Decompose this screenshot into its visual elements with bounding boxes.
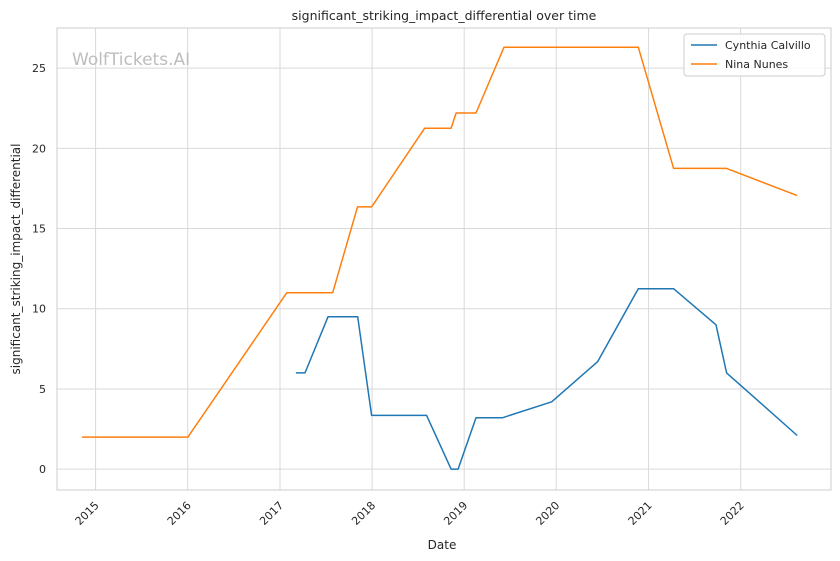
series-line-nina-nunes bbox=[82, 46, 798, 438]
watermark-text: WolfTickets.AI bbox=[72, 50, 190, 70]
legend: Cynthia Calvillo Nina Nunes bbox=[683, 33, 826, 77]
y-axis-title: significant_striking_impact_differential bbox=[9, 144, 23, 375]
x-axis-ticks: 2015 2016 2017 2018 2019 2020 2021 2022 bbox=[73, 499, 747, 528]
legend-box bbox=[683, 33, 826, 77]
x-tick-label: 2018 bbox=[349, 499, 378, 528]
x-tick-label: 2016 bbox=[165, 499, 194, 528]
x-tick-label: 2020 bbox=[533, 499, 562, 528]
series-line-cynthia-calvillo bbox=[295, 287, 798, 470]
x-tick-label: 2022 bbox=[718, 499, 747, 528]
x-tick-label: 2021 bbox=[626, 499, 655, 528]
grid-lines bbox=[57, 28, 831, 490]
chart-title: significant_striking_impact_differential… bbox=[292, 8, 597, 23]
legend-label-cynthia-calvillo: Cynthia Calvillo bbox=[725, 39, 811, 52]
x-tick-label: 2019 bbox=[441, 499, 470, 528]
x-axis-title: Date bbox=[428, 538, 457, 552]
x-tick-label: 2015 bbox=[73, 499, 102, 528]
y-tick-label: 0 bbox=[39, 463, 46, 476]
series-lines bbox=[82, 46, 798, 470]
y-tick-label: 15 bbox=[32, 223, 46, 236]
y-tick-label: 5 bbox=[39, 383, 46, 396]
legend-label-nina-nunes: Nina Nunes bbox=[725, 58, 788, 71]
x-tick-label: 2017 bbox=[257, 499, 286, 528]
y-axis-ticks: 0 5 10 15 20 25 bbox=[32, 62, 46, 476]
y-tick-label: 10 bbox=[32, 303, 46, 316]
y-tick-label: 25 bbox=[32, 62, 46, 75]
plot-frame bbox=[56, 27, 832, 491]
y-tick-label: 20 bbox=[32, 142, 46, 155]
plot-background bbox=[57, 28, 831, 490]
